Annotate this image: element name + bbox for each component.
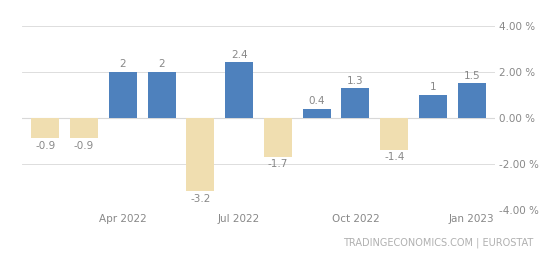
Bar: [31, 118, 59, 138]
Text: 2.4: 2.4: [231, 50, 248, 60]
Bar: [302, 109, 331, 118]
Bar: [70, 118, 98, 138]
Bar: [380, 118, 408, 150]
Text: 1.3: 1.3: [347, 76, 364, 86]
Text: -1.7: -1.7: [268, 159, 288, 169]
Text: -1.4: -1.4: [384, 152, 404, 162]
Bar: [225, 62, 253, 118]
Bar: [109, 72, 137, 118]
Text: 2: 2: [158, 59, 165, 69]
Bar: [458, 83, 486, 118]
Bar: [264, 118, 292, 157]
Text: -0.9: -0.9: [35, 141, 56, 151]
Bar: [186, 118, 214, 191]
Text: -3.2: -3.2: [190, 194, 211, 204]
Text: TRADINGECONOMICS.COM | EUROSTAT: TRADINGECONOMICS.COM | EUROSTAT: [343, 238, 534, 248]
Bar: [342, 88, 370, 118]
Text: 1.5: 1.5: [464, 71, 480, 81]
Text: 2: 2: [119, 59, 126, 69]
Text: 1: 1: [430, 82, 436, 92]
Text: 0.4: 0.4: [309, 96, 325, 106]
Bar: [147, 72, 175, 118]
Text: -0.9: -0.9: [74, 141, 94, 151]
Bar: [419, 95, 447, 118]
